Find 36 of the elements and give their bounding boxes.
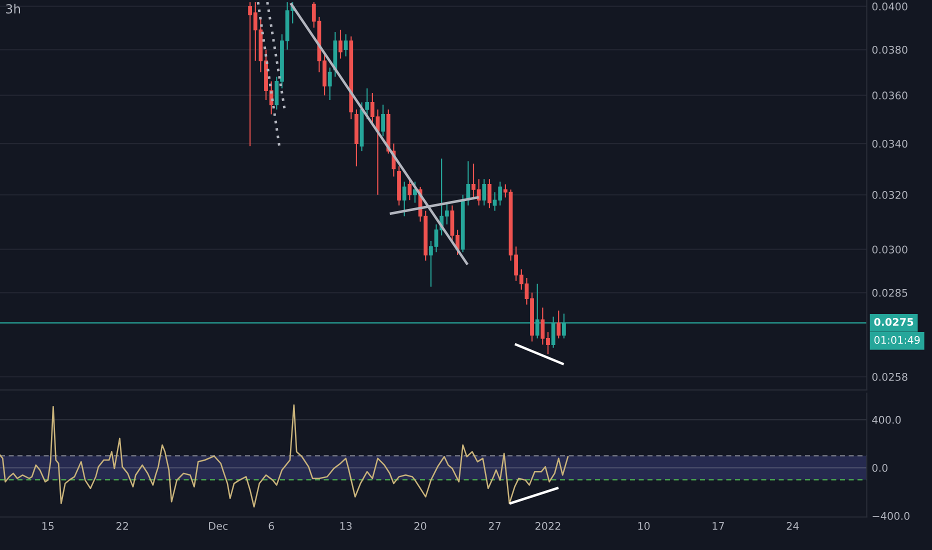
y-tick-label: 0.0400 [872,2,908,10]
y-tick-label: 0.0340 [872,140,908,148]
candlestick [556,310,561,339]
y-tick-label: 0.0300 [872,246,908,254]
x-tick-label: 22 [116,522,128,530]
x-tick-label: 2022 [535,522,560,530]
y-tick-label: 0.0380 [872,46,908,54]
y-tick-label: 0.0258 [872,372,908,381]
candlestick [365,88,370,120]
candlestick [381,104,386,137]
text: 01:01:49 [874,336,920,344]
y-tick-label: 400.0 [872,416,901,424]
candlestick [482,178,486,206]
y-tick-label: 0.0360 [872,92,908,100]
y-tick-label: 0.0285 [872,288,908,297]
ref-line-label: 0.0275 [874,318,914,326]
x-tick-label: 13 [340,522,352,530]
candlestick [328,67,332,101]
candlestick [408,178,412,201]
x-tick-label: 15 [42,522,54,530]
x-tick-label: 10 [638,522,650,530]
y-tick-label: 0.0320 [872,191,908,199]
y-tick-label: −400.0 [872,512,910,520]
x-tick-label: 24 [786,522,799,530]
candlestick [488,178,492,209]
x-tick-label: Dec [209,522,228,530]
x-tick-label: 17 [712,522,724,530]
candlestick [402,181,406,217]
y-tick-label: 0.0 [872,464,888,472]
chart-title: 3h [6,4,20,14]
x-tick-label: 27 [488,522,501,530]
candlestick [338,29,342,60]
x-tick-label: 20 [414,522,426,530]
candlestick [344,34,348,57]
x-tick-label: 6 [268,522,274,530]
line-series [0,404,569,508]
